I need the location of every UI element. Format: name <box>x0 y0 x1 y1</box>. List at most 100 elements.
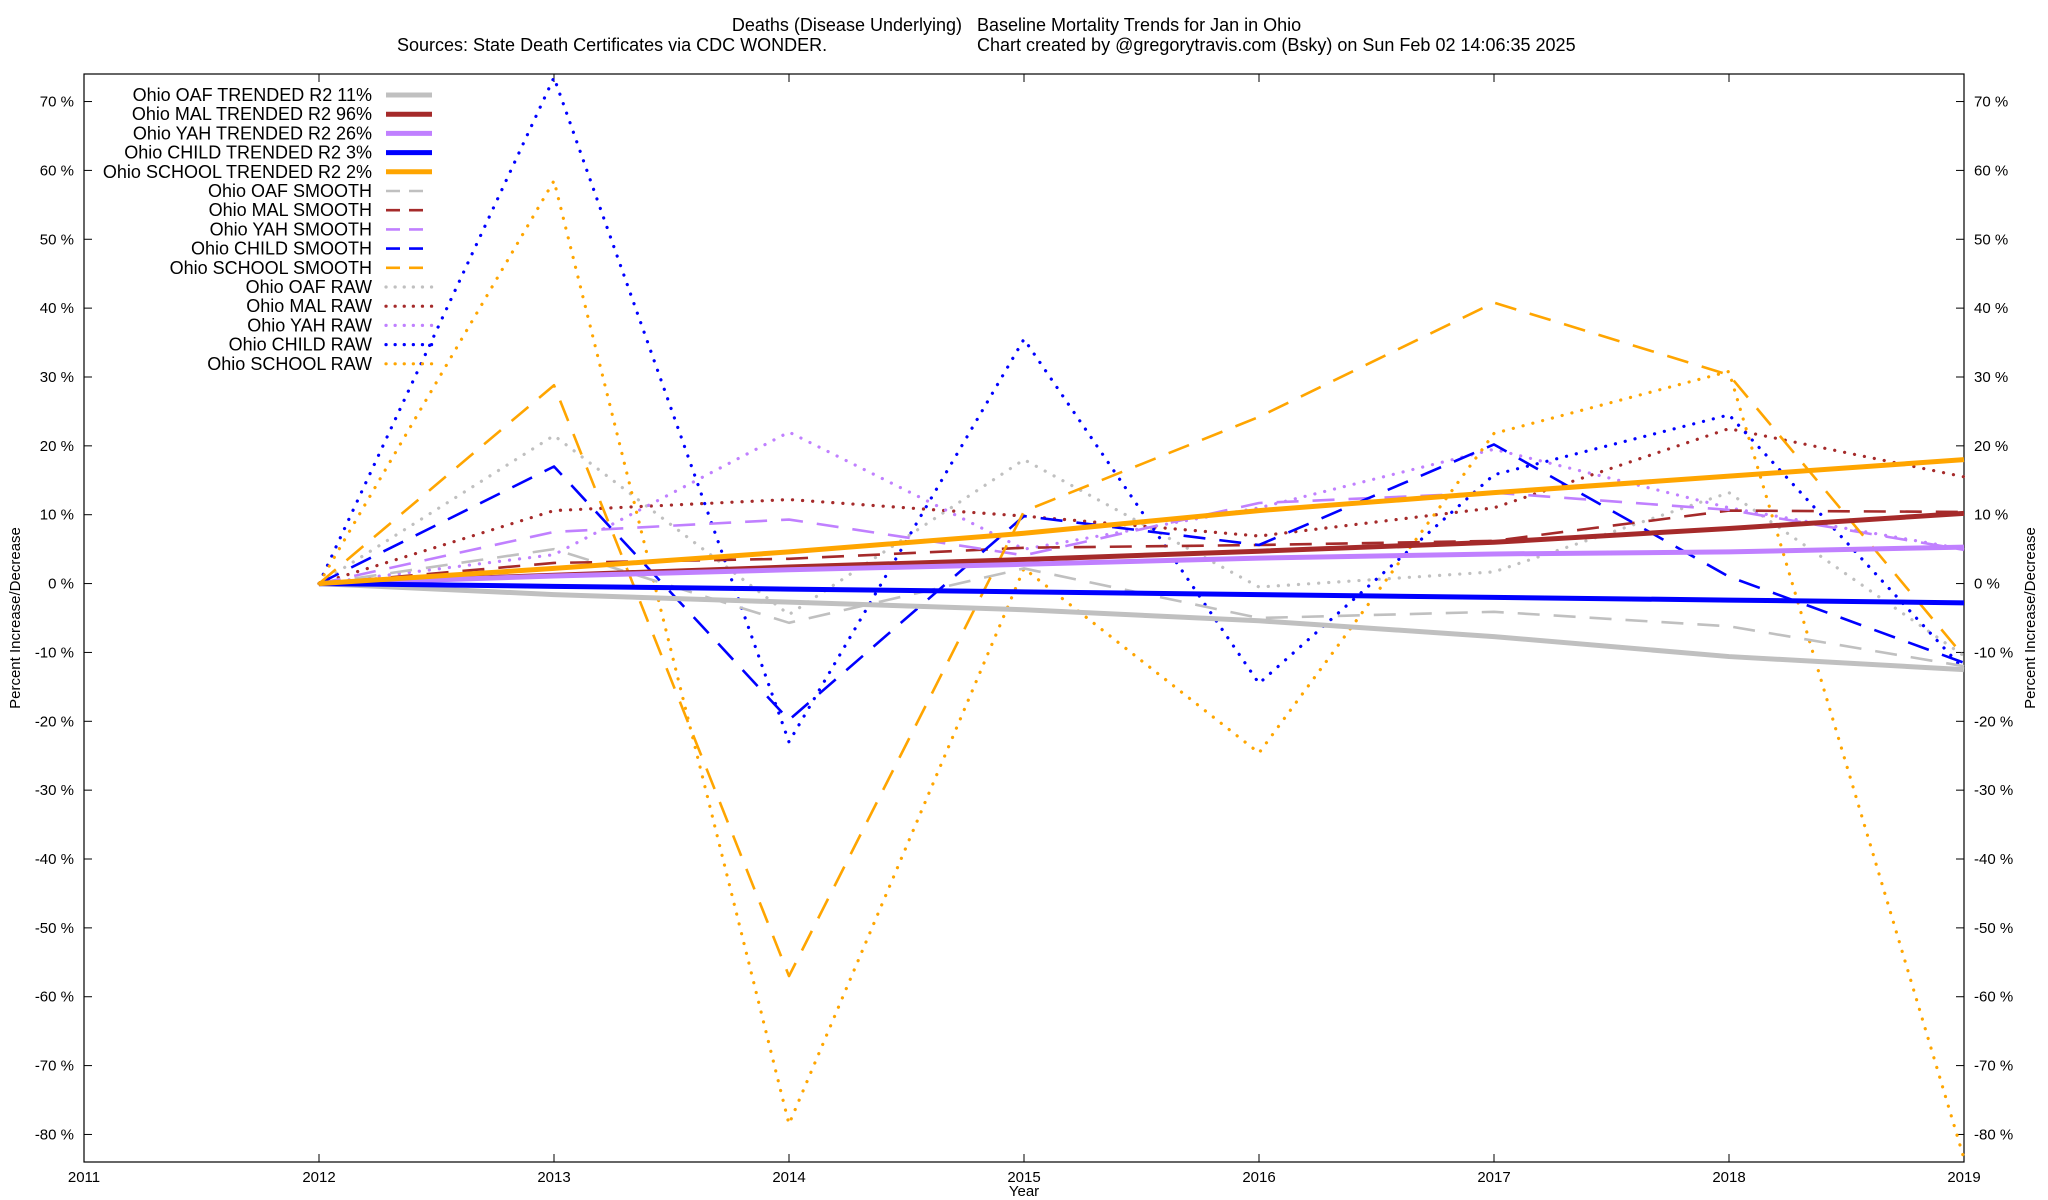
data-point-ohio-child-smooth <box>1493 443 1495 445</box>
data-point-ohio-mal-raw <box>788 498 790 500</box>
y2-tick-label: -30 % <box>1974 782 2013 799</box>
y2-tick-label: -50 % <box>1974 920 2013 937</box>
y2-tick-label: 30 % <box>1974 369 2008 386</box>
legend-label-ohio-yah-raw: Ohio YAH RAW <box>247 315 372 335</box>
data-point-ohio-school-smooth <box>1493 301 1495 303</box>
data-point-ohio-yah-raw <box>788 431 790 433</box>
data-point-ohio-mal-smooth <box>1023 547 1025 549</box>
y-tick-label: -10 % <box>35 644 74 661</box>
data-point-ohio-yah-trended-r2 <box>1493 553 1495 555</box>
data-point-ohio-school-trended-r2 <box>1258 509 1260 511</box>
y-tick-label: 60 % <box>40 162 74 179</box>
data-point-ohio-oaf-raw <box>1023 458 1025 460</box>
y-tick-label: -60 % <box>35 989 74 1006</box>
legend-label-ohio-child-smooth: Ohio CHILD SMOOTH <box>191 239 372 259</box>
data-point-ohio-mal-trended-r2 <box>1493 541 1495 543</box>
data-point-ohio-school-trended-r2 <box>1493 491 1495 493</box>
data-point-ohio-oaf-smooth <box>1963 665 1965 667</box>
data-point-ohio-child-raw <box>1728 414 1730 416</box>
x-tick-label: 2014 <box>772 1169 805 1186</box>
legend: Ohio OAF TRENDED R2 11%Ohio MAL TRENDED … <box>103 85 434 374</box>
series-line-ohio-oaf-trended-r2 <box>318 581 1965 673</box>
data-point-ohio-mal-smooth <box>553 562 555 564</box>
y2-tick-label: -70 % <box>1974 1058 2013 1075</box>
data-point-ohio-oaf-raw <box>1258 586 1260 588</box>
data-point-ohio-yah-trended-r2 <box>1728 551 1730 553</box>
data-point-ohio-child-trended-r2 <box>1258 593 1260 595</box>
data-point-ohio-yah-trended-r2 <box>788 569 790 571</box>
y-axis-label: Percent Increase/Decrease <box>7 527 24 709</box>
x-tick-label: 2013 <box>537 1169 570 1186</box>
data-point-ohio-oaf-trended-r2 <box>553 593 555 595</box>
data-point-ohio-child-smooth <box>553 465 555 467</box>
legend-label-ohio-mal-raw: Ohio MAL RAW <box>246 296 372 316</box>
legend-label-ohio-mal-smooth: Ohio MAL SMOOTH <box>209 200 372 220</box>
legend-label-ohio-school-raw: Ohio SCHOOL RAW <box>207 354 372 374</box>
series-line-ohio-mal-smooth <box>318 509 1965 585</box>
data-point-ohio-school-trended-r2 <box>553 567 555 569</box>
y-tick-label: -20 % <box>35 713 74 730</box>
data-point-ohio-school-raw <box>1493 432 1495 434</box>
legend-label-ohio-school-trended-r2: Ohio SCHOOL TRENDED R2 2% <box>103 162 372 182</box>
series-line-ohio-school-smooth <box>318 301 1965 978</box>
chart-title-line2-right: Chart created by @gregorytravis.com (Bsk… <box>977 35 1576 55</box>
data-point-ohio-mal-raw <box>1963 476 1965 478</box>
data-point-ohio-mal-raw <box>553 509 555 511</box>
data-point-ohio-yah-trended-r2 <box>1963 546 1965 548</box>
legend-label-ohio-yah-trended-r2: Ohio YAH TRENDED R2 26% <box>133 123 372 143</box>
series-line-ohio-oaf-raw <box>317 433 1966 658</box>
data-point-ohio-school-raw <box>788 1123 790 1125</box>
data-point-ohio-oaf-smooth <box>1493 611 1495 613</box>
data-point-ohio-school-raw <box>1728 370 1730 372</box>
data-point-ohio-yah-trended-r2 <box>1023 563 1025 565</box>
data-point-ohio-mal-trended-r2 <box>1963 512 1965 514</box>
y2-tick-label: 40 % <box>1974 300 2008 317</box>
legend-label-ohio-yah-smooth: Ohio YAH SMOOTH <box>210 219 372 239</box>
data-point-ohio-mal-trended-r2 <box>1023 558 1025 560</box>
data-point-ohio-oaf-raw <box>1728 491 1730 493</box>
data-point-ohio-school-raw <box>1258 752 1260 754</box>
data-point-ohio-child-trended-r2 <box>553 585 555 587</box>
data-point-ohio-child-smooth <box>1258 544 1260 546</box>
data-point-ohio-child-trended-r2 <box>788 588 790 590</box>
y2-axis-label: Percent Increase/Decrease <box>2022 527 2039 709</box>
y-tick-label: -70 % <box>35 1058 74 1075</box>
series-line-ohio-school-raw <box>317 179 1966 1161</box>
y-tick-label: 40 % <box>40 300 74 317</box>
data-point-ohio-mal-trended-r2 <box>1728 527 1730 529</box>
data-point-ohio-mal-trended-r2 <box>1258 550 1260 552</box>
y-tick-label: 30 % <box>40 369 74 386</box>
y-tick-label: -40 % <box>35 851 74 868</box>
data-point-ohio-child-trended-r2 <box>1493 596 1495 598</box>
data-point-ohio-yah-trended-r2 <box>1258 557 1260 559</box>
y2-tick-label: 10 % <box>1974 507 2008 524</box>
data-point-ohio-oaf-trended-r2 <box>1258 620 1260 622</box>
data-point-ohio-oaf-raw <box>788 613 790 615</box>
data-point-ohio-child-raw <box>1493 474 1495 476</box>
x-tick-label: 2017 <box>1477 1169 1510 1186</box>
data-point-ohio-oaf-smooth <box>788 622 790 624</box>
data-point-ohio-school-trended-r2 <box>1728 475 1730 477</box>
data-point-ohio-child-smooth <box>1728 575 1730 577</box>
data-point-ohio-school-trended-r2 <box>788 551 790 553</box>
data-point-ohio-yah-smooth <box>1728 509 1730 511</box>
y-tick-label: -50 % <box>35 920 74 937</box>
y2-tick-label: 0 % <box>1974 576 2000 593</box>
legend-label-ohio-oaf-smooth: Ohio OAF SMOOTH <box>208 181 372 201</box>
data-point-ohio-child-trended-r2 <box>1023 591 1025 593</box>
series-line-ohio-school-trended-r2 <box>318 457 1965 587</box>
series-line-ohio-child-smooth <box>318 443 1965 722</box>
y-tick-label: 0 % <box>48 576 74 593</box>
data-point-ohio-oaf-smooth <box>1728 625 1730 627</box>
series-layer <box>317 75 1966 1161</box>
data-point-ohio-child-raw <box>1258 682 1260 684</box>
data-point-ohio-oaf-raw <box>1493 571 1495 573</box>
y2-tick-label: 60 % <box>1974 162 2008 179</box>
data-point-ohio-yah-smooth <box>1023 554 1025 556</box>
legend-label-ohio-child-raw: Ohio CHILD RAW <box>229 335 372 355</box>
data-point-ohio-child-raw <box>788 741 790 743</box>
data-point-ohio-yah-smooth <box>788 518 790 520</box>
data-point-ohio-mal-raw <box>1493 507 1495 509</box>
data-point-ohio-yah-smooth <box>553 531 555 533</box>
data-point-ohio-school-trended-r2 <box>1023 532 1025 534</box>
